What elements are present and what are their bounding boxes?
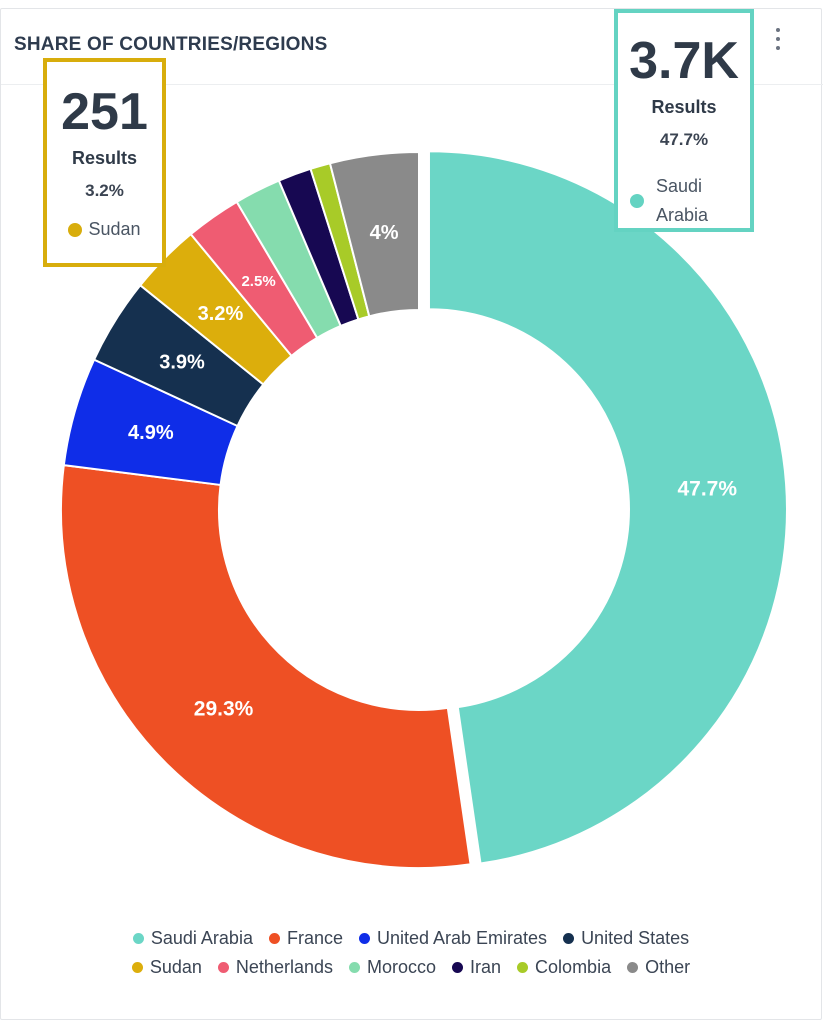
legend-item-france[interactable]: France bbox=[268, 924, 343, 953]
legend-swatch-icon bbox=[627, 962, 639, 973]
tooltip-sudan-value: 251 bbox=[61, 83, 148, 141]
tooltip-saudi-unit: Results bbox=[651, 97, 717, 117]
legend-label: Iran bbox=[470, 957, 502, 977]
slice-label-sudan: 3.2% bbox=[198, 303, 244, 325]
legend-item-morocco[interactable]: Morocco bbox=[348, 953, 437, 982]
chart-legend: Saudi Arabia France United Arab Emirates Un… bbox=[0, 924, 822, 982]
slice-label-united-states: 3.9% bbox=[159, 352, 205, 374]
legend-swatch-icon bbox=[358, 933, 370, 944]
legend-item-united-states[interactable]: United States bbox=[563, 924, 689, 953]
legend-label: Saudi Arabia bbox=[150, 928, 253, 948]
legend-swatch-icon bbox=[348, 962, 360, 973]
more-options-icon[interactable] bbox=[768, 28, 788, 58]
header-divider bbox=[1, 84, 823, 85]
legend-swatch-icon bbox=[131, 962, 143, 973]
legend-label: Morocco bbox=[366, 957, 437, 977]
slice-other[interactable] bbox=[328, 150, 420, 318]
tooltip-sudan: 251 Results 3.2% Sudan bbox=[43, 58, 166, 267]
legend-label: France bbox=[286, 928, 343, 948]
legend-swatch-icon bbox=[563, 933, 575, 944]
tooltip-sudan-name: Sudan bbox=[88, 219, 141, 239]
saudi-swatch-icon bbox=[630, 193, 644, 208]
tooltip-sudan-series: Sudan bbox=[47, 219, 162, 240]
legend-item-other[interactable]: Other bbox=[627, 953, 690, 982]
legend-item-netherlands[interactable]: Netherlands bbox=[217, 953, 333, 982]
slice-france[interactable] bbox=[60, 464, 472, 869]
legend-swatch-icon bbox=[268, 933, 280, 944]
legend-label: Sudan bbox=[149, 957, 202, 977]
legend-row: Sudan Netherlands Morocco Iran Colombia Other bbox=[0, 953, 822, 982]
tooltip-saudi-series: Saudi Arabia bbox=[618, 172, 750, 230]
slice-label-other: 4% bbox=[370, 222, 399, 244]
tooltip-saudi-value: 3.7K bbox=[629, 32, 739, 90]
slice-label-united-arab-emirates: 4.9% bbox=[128, 422, 174, 444]
slice-label-france: 29.3% bbox=[194, 698, 254, 721]
tooltip-saudi-name: Saudi Arabia bbox=[656, 176, 709, 225]
sudan-swatch-icon bbox=[68, 222, 83, 237]
legend-swatch-icon bbox=[517, 962, 529, 973]
tooltip-saudi-arabia: 3.7K Results 47.7% Saudi Arabia bbox=[614, 9, 754, 232]
legend-label: United States bbox=[581, 928, 690, 948]
slice-label-saudi-arabia: 47.7% bbox=[677, 478, 737, 501]
tooltip-sudan-percent: 3.2% bbox=[85, 181, 124, 200]
legend-label: Colombia bbox=[535, 957, 612, 977]
legend-item-united-arab-emirates[interactable]: United Arab Emirates bbox=[358, 924, 548, 953]
legend-row: Saudi Arabia France United Arab Emirates Un… bbox=[0, 924, 822, 953]
legend-swatch-icon bbox=[217, 962, 229, 973]
legend-item-saudi-arabia[interactable]: Saudi Arabia bbox=[132, 924, 253, 953]
slice-label-netherlands: 2.5% bbox=[241, 273, 275, 290]
legend-item-colombia[interactable]: Colombia bbox=[517, 953, 611, 982]
legend-label: United Arab Emirates bbox=[376, 928, 548, 948]
tooltip-saudi-percent: 47.7% bbox=[659, 130, 709, 149]
slice-saudi-arabia[interactable] bbox=[427, 150, 788, 865]
legend-item-iran[interactable]: Iran bbox=[452, 953, 501, 982]
tooltip-sudan-unit: Results bbox=[71, 148, 138, 168]
chart-title: SHARE OF COUNTRIES/REGIONS bbox=[14, 34, 328, 55]
legend-label: Netherlands bbox=[235, 957, 333, 977]
legend-swatch-icon bbox=[132, 933, 144, 944]
legend-label: Other bbox=[645, 957, 691, 977]
legend-swatch-icon bbox=[452, 962, 464, 973]
legend-item-sudan[interactable]: Sudan bbox=[131, 953, 202, 982]
